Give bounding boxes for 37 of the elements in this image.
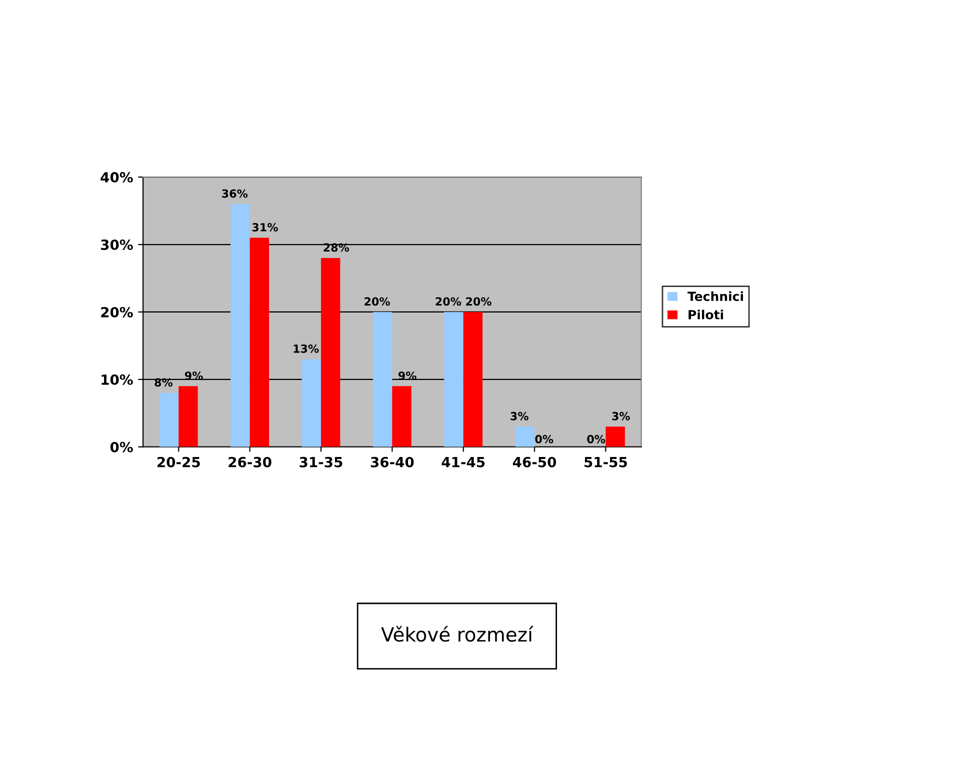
bar [463,312,483,447]
data-label: 13% [294,344,319,353]
bar [515,426,535,447]
y-tick-label: 40% [100,172,133,183]
text: Věkové rozmezí [381,626,534,642]
y-tick-label: 0% [110,442,133,452]
y-tick-label: 10% [102,374,133,385]
y-tick-label: 30% [101,240,133,250]
data-label: 31% [252,223,278,232]
legend-label: Piloti [688,310,724,320]
x-tick-label: 20-25 [158,456,200,468]
bar [230,204,250,447]
data-label: 3% [612,412,630,420]
bar [178,386,198,447]
legend-label: Technici [688,291,743,302]
data-label: 0% [587,434,606,444]
bar [392,386,412,447]
bar [302,359,321,447]
bar [159,392,179,447]
x-tick-label: 26-30 [228,456,272,468]
y-tick-label: 20% [101,306,133,318]
bar [250,238,270,447]
bar [444,312,464,447]
bar [320,258,340,447]
x-tick-label: 41-45 [442,457,485,468]
data-label: 3% [510,412,528,420]
x-tick-label: 51-55 [584,457,627,468]
data-label: 20% [364,297,390,306]
bar [606,426,625,447]
bar [372,312,392,447]
x-tick-label: 36-40 [370,456,414,468]
x-tick-label: 46-50 [512,456,556,468]
data-label: 36% [222,189,248,198]
x-tick-label: 31-35 [300,456,342,468]
data-label: 20% [466,297,492,306]
data-label: 0% [535,434,554,444]
data-label: 20% [436,297,462,306]
